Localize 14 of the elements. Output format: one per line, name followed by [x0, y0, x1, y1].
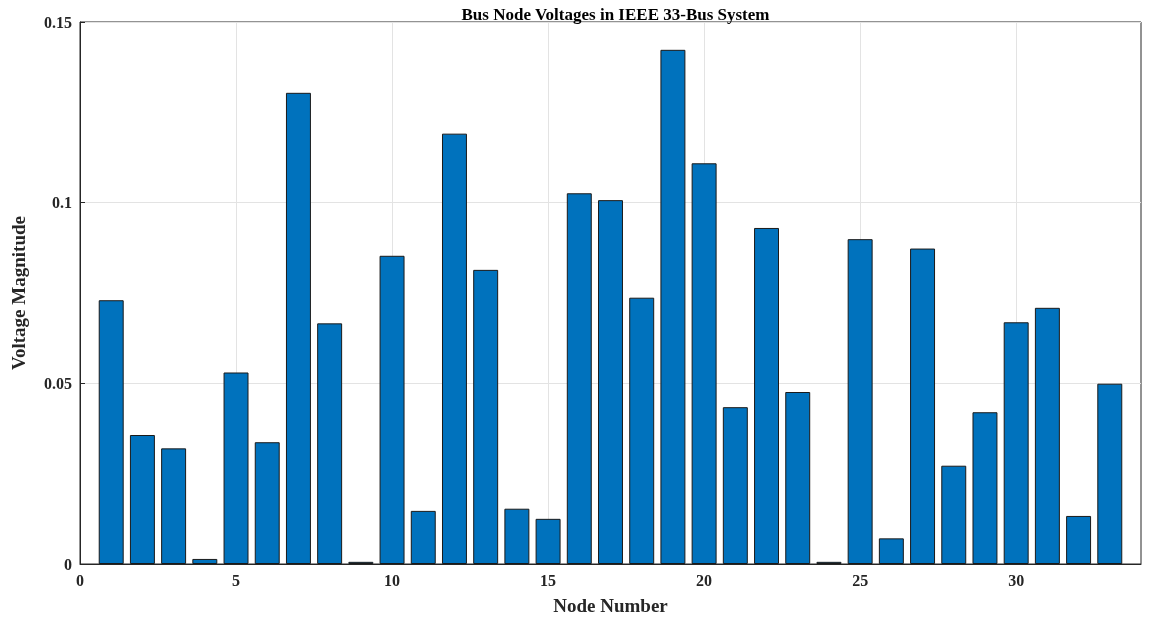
- chart-title: Bus Node Voltages in IEEE 33-Bus System: [461, 5, 770, 24]
- y-tick-label: 0.1: [52, 194, 72, 212]
- x-tick-label: 5: [232, 571, 241, 589]
- x-tick-label: 25: [852, 571, 869, 589]
- y-tick-label: 0: [64, 555, 72, 573]
- x-tick-label: 0: [76, 571, 84, 589]
- y-tick-label: 0.05: [44, 374, 72, 392]
- x-tick-label: 10: [384, 571, 401, 589]
- x-tick-label: 30: [1008, 571, 1025, 589]
- y-tick-label: 0.15: [44, 13, 72, 31]
- x-axis-title: Node Number: [553, 595, 669, 616]
- x-tick-label: 20: [696, 571, 713, 589]
- y-axis-title: Voltage Magnitude: [8, 216, 29, 370]
- x-tick-label: 15: [540, 571, 557, 589]
